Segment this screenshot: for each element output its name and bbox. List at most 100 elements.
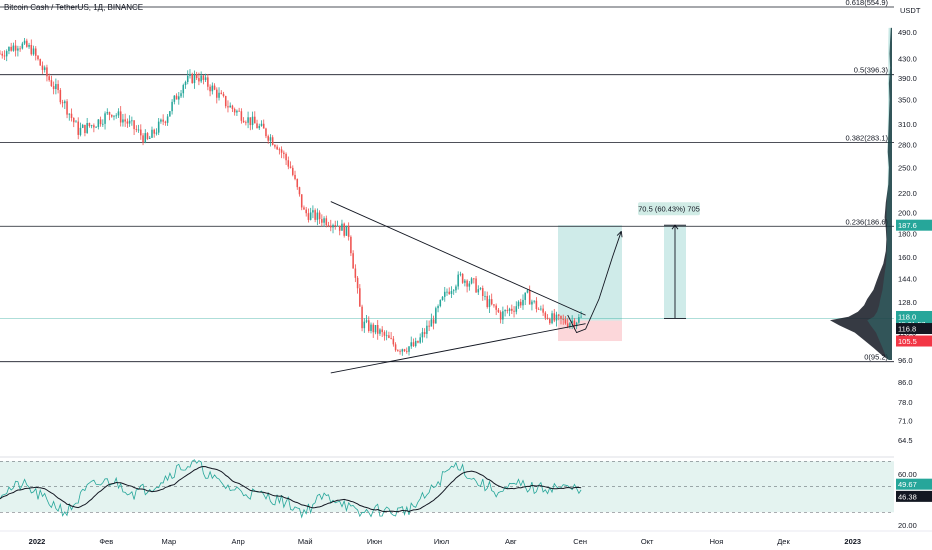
candle-body [265, 128, 267, 137]
candle-body [343, 223, 345, 236]
candle-body [180, 93, 182, 97]
candle-body [26, 40, 28, 47]
candle-body [17, 48, 19, 51]
candle-body [481, 288, 484, 296]
candle-body [336, 225, 339, 227]
x-tick-label: Апр [232, 537, 245, 546]
arrow-head [616, 230, 623, 238]
candle-body [300, 194, 303, 208]
candle-body [52, 86, 55, 90]
fib-level-label: 0.382(283.1) [845, 133, 888, 142]
candle-body [238, 110, 240, 112]
candle-body [135, 129, 138, 130]
candle-body [580, 316, 582, 318]
candle-body [68, 113, 71, 115]
y-tick-label: 490.0 [898, 28, 917, 37]
candle-body [446, 291, 448, 293]
candle-body [388, 335, 390, 338]
y-tick-label: 180.0 [898, 230, 917, 239]
candle-body [117, 111, 120, 116]
y-tick-label: 144.0 [898, 274, 917, 283]
candle-body [535, 300, 538, 310]
candle-body [486, 295, 489, 308]
candle-body [240, 111, 243, 121]
y-tick-label: 430.0 [898, 54, 917, 63]
entry-price-tag-box [896, 323, 932, 335]
candle-body [531, 301, 533, 305]
candle-body [537, 309, 540, 310]
candle-body [131, 120, 133, 122]
y-tick-label: 390.0 [898, 74, 917, 83]
fib-level-label: 0.236(186.6) [845, 217, 888, 226]
candle-body [256, 123, 258, 129]
candle-body [14, 45, 17, 51]
candle-body [110, 114, 113, 117]
candle-body [151, 129, 153, 138]
candle-body [323, 218, 325, 223]
candle-body [508, 308, 511, 311]
candle-body [202, 75, 205, 80]
rsi-line[interactable] [0, 459, 582, 519]
candle-body [115, 115, 118, 117]
candle-body [104, 113, 106, 124]
candle-body [305, 209, 307, 214]
candle-body [191, 73, 193, 84]
candle-body [77, 121, 80, 135]
candle-body [497, 309, 500, 313]
candle-body [399, 350, 401, 352]
candle-body [350, 236, 352, 254]
candle-body [102, 123, 104, 125]
candle-body [513, 310, 515, 312]
candle-body [432, 319, 435, 324]
price-tag-box [896, 219, 932, 231]
candle-body [175, 95, 178, 100]
candle-body [383, 332, 386, 336]
candle-body [448, 291, 451, 294]
y-tick-label: 250.0 [898, 163, 917, 172]
candle-body [19, 48, 21, 50]
candle-body [126, 121, 129, 124]
candle-body [258, 125, 261, 129]
candle-body [30, 44, 33, 55]
candle-body [283, 152, 285, 154]
profit-zone[interactable] [558, 225, 622, 321]
candle-body [318, 212, 321, 220]
candle-body [249, 117, 252, 126]
candle-body [439, 299, 442, 307]
trendline[interactable] [330, 323, 586, 374]
candle-body [3, 55, 6, 57]
candle-body [414, 340, 417, 347]
candle-body [477, 289, 480, 293]
candle-body [309, 212, 312, 220]
candle-body [64, 101, 66, 104]
candle-body [430, 319, 433, 327]
candle-body [39, 59, 42, 66]
candle-body [423, 332, 426, 334]
candle-body [296, 179, 299, 188]
candle-body [499, 312, 502, 320]
candle-body [200, 75, 202, 82]
candle-body [108, 112, 111, 115]
candles [0, 38, 582, 356]
candle-body [182, 85, 185, 94]
candle-body [242, 120, 245, 123]
fib-level-label: 0.618(554.9) [845, 0, 888, 7]
candle-body [79, 127, 82, 135]
trendline[interactable] [330, 201, 586, 316]
candle-body [5, 51, 8, 57]
candle-body [401, 349, 404, 352]
candle-body [247, 117, 249, 123]
candle-body [298, 187, 301, 195]
candle-body [61, 102, 64, 104]
candle-body [354, 268, 357, 278]
drawings: 70.5 (60.43%) 705 [330, 201, 700, 374]
rsi-ma-line[interactable] [0, 465, 582, 513]
candle-body [405, 351, 408, 352]
candle-body [171, 101, 173, 112]
candle-body [260, 123, 263, 126]
candle-body [294, 174, 296, 180]
projected-path[interactable] [567, 231, 622, 334]
fib-level-label: 0(95.2) [864, 353, 888, 362]
candle-body [169, 111, 171, 117]
